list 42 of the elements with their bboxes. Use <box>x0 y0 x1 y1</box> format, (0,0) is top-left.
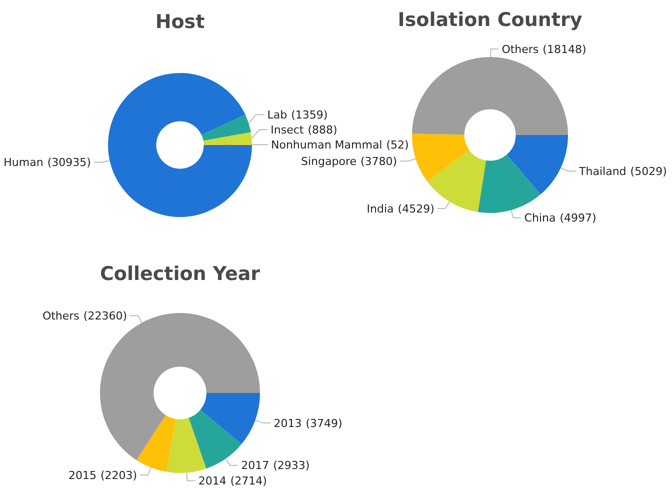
donut-slice <box>200 393 260 444</box>
slice-label: Thailand <box>578 164 626 178</box>
slice-label: Insect <box>270 123 304 136</box>
donut-slice <box>202 114 251 141</box>
donut-slice <box>478 154 541 213</box>
data-label: (3749) <box>306 416 342 430</box>
data-label: (4997) <box>560 212 596 225</box>
slice-label: Nonhuman Mammal <box>271 138 382 152</box>
data-label: (888) <box>308 123 338 136</box>
slice-label: India <box>366 202 394 216</box>
data-label: (5029) <box>630 164 667 178</box>
slice-label: 2015 <box>68 468 96 482</box>
slice-label: Singapore <box>301 155 357 168</box>
donut-slice <box>412 57 568 135</box>
data-label: (30935) <box>47 156 91 170</box>
donut-slice <box>188 410 242 469</box>
slice-label: 2013 <box>274 416 302 430</box>
data-label: (3780) <box>360 155 398 168</box>
chart-title: Host <box>155 11 205 33</box>
slice-label: 2017 <box>241 459 270 472</box>
data-label: (18148) <box>542 42 586 56</box>
donut-slice <box>412 134 470 182</box>
donut-slice <box>506 135 568 194</box>
data-label: (52) <box>386 138 409 152</box>
data-label: (4529) <box>398 202 434 216</box>
donut-slice <box>108 73 252 217</box>
donut-slice <box>136 415 176 472</box>
data-label: (2933) <box>273 459 310 472</box>
data-label: (1359) <box>291 108 328 122</box>
slice-label: Lab <box>267 108 288 122</box>
donut-slice <box>203 132 252 145</box>
donut-slice <box>166 418 206 473</box>
slice-label: 2014 <box>198 474 226 488</box>
slice-label: Others <box>42 310 80 323</box>
slice-label: Others <box>502 42 539 56</box>
slice-label: Human <box>4 156 44 170</box>
chart-title: Collection Year <box>100 263 261 285</box>
slice-label: China <box>524 212 556 225</box>
chart-title: Isolation Country <box>398 9 583 31</box>
data-label: (2714) <box>230 474 267 488</box>
data-label: (22360) <box>83 310 127 323</box>
data-label: (2203) <box>100 468 138 482</box>
